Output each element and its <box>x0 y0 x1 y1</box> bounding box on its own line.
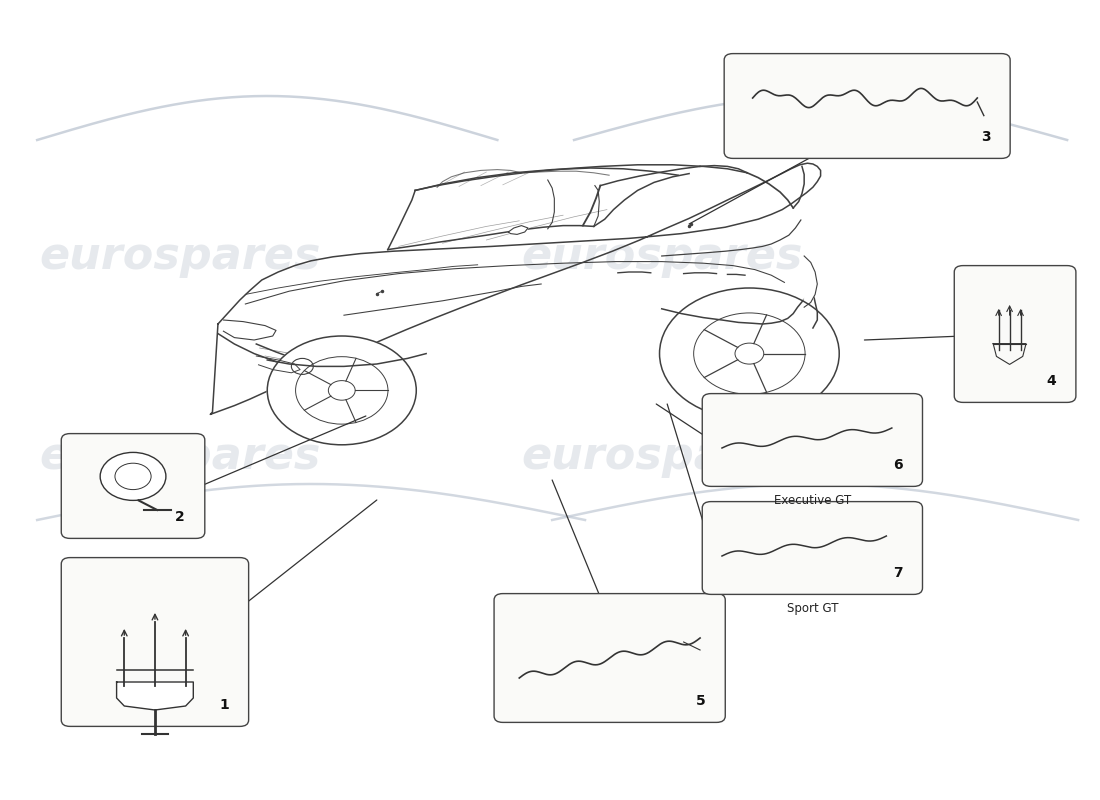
FancyBboxPatch shape <box>702 394 923 486</box>
Text: Executive GT: Executive GT <box>773 494 851 507</box>
Text: 4: 4 <box>1046 374 1056 388</box>
Circle shape <box>100 452 166 501</box>
Text: eurospares: eurospares <box>39 434 320 478</box>
Text: 3: 3 <box>981 130 990 144</box>
FancyBboxPatch shape <box>724 54 1010 158</box>
Text: eurospares: eurospares <box>521 434 802 478</box>
FancyBboxPatch shape <box>955 266 1076 402</box>
Text: 6: 6 <box>893 458 903 472</box>
FancyBboxPatch shape <box>62 434 205 538</box>
Text: eurospares: eurospares <box>521 234 802 278</box>
Circle shape <box>267 336 416 445</box>
Text: 1: 1 <box>219 698 229 712</box>
FancyBboxPatch shape <box>702 502 923 594</box>
Polygon shape <box>117 682 194 710</box>
Text: 7: 7 <box>893 566 903 580</box>
Text: 2: 2 <box>175 510 185 524</box>
Text: Sport GT: Sport GT <box>786 602 838 615</box>
Text: eurospares: eurospares <box>39 234 320 278</box>
Polygon shape <box>804 256 817 307</box>
FancyBboxPatch shape <box>62 558 249 726</box>
Polygon shape <box>508 226 528 234</box>
FancyBboxPatch shape <box>494 594 725 722</box>
Polygon shape <box>223 320 276 340</box>
Polygon shape <box>256 356 300 373</box>
Text: 5: 5 <box>696 694 705 708</box>
Circle shape <box>660 288 839 419</box>
